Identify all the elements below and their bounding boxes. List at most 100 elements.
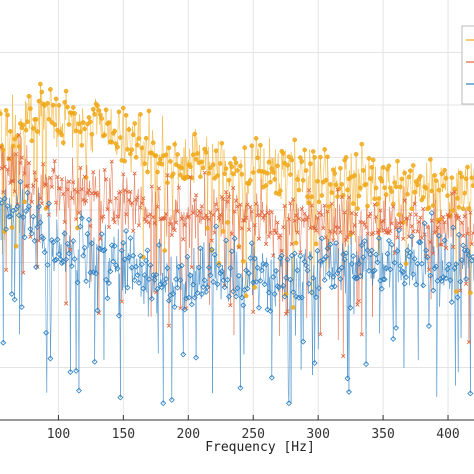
series-0-point (458, 171, 462, 175)
series-0-point (440, 172, 444, 176)
series-0-point (365, 204, 369, 208)
series-0-point (235, 168, 239, 172)
x-tick-label-6: 400 (436, 427, 459, 442)
series-0-point (374, 186, 378, 190)
x-tick-label-2: 200 (177, 427, 200, 442)
series-0-point (124, 113, 128, 117)
series-0-point (0, 112, 2, 116)
series-0-point (267, 160, 271, 164)
series-0-point (240, 172, 244, 176)
series-0-point (10, 226, 14, 230)
series-0-point (23, 200, 27, 204)
series-0-point (444, 176, 448, 180)
series-0-point (140, 146, 144, 150)
series-0-point (147, 109, 151, 113)
series-0-point (200, 160, 204, 164)
series-0-point (455, 196, 459, 200)
series-0-point (205, 226, 209, 230)
series-0-point (118, 135, 122, 139)
series-0-point (211, 163, 215, 167)
series-0-point (191, 153, 195, 157)
series-0-point (155, 170, 159, 174)
series-0-point (167, 146, 171, 150)
series-0-point (404, 262, 408, 266)
series-0-point (57, 103, 61, 107)
series-0-point (285, 163, 289, 167)
series-0-point (34, 117, 38, 121)
series-0-point (227, 178, 231, 182)
series-0-point (28, 107, 32, 111)
series-0-point (250, 144, 254, 148)
series-0-point (273, 177, 277, 181)
series-0-point (304, 168, 308, 172)
series-0-point (428, 157, 432, 161)
legend-box (462, 26, 474, 104)
series-0-point (100, 116, 104, 120)
series-0-point (297, 188, 301, 192)
series-0-point (288, 172, 292, 176)
series-0-point (410, 207, 414, 211)
series-0-point (308, 162, 312, 166)
series-0-point (357, 194, 361, 198)
series-0-point (98, 113, 102, 117)
series-0-point (80, 143, 84, 147)
series-0-point (431, 203, 435, 207)
series-0-point (340, 182, 344, 186)
series-0-point (61, 141, 65, 145)
series-0-point (130, 148, 134, 152)
series-0-point (77, 122, 81, 126)
series-0-point (305, 195, 309, 199)
series-0-point (467, 207, 471, 211)
series-0-point (165, 181, 169, 185)
series-0-point (264, 183, 268, 187)
series-0-point (430, 189, 434, 193)
x-tick-label-5: 350 (371, 427, 394, 442)
series-0-point (207, 171, 211, 175)
series-0-point (5, 113, 9, 117)
series-0-point (413, 190, 417, 194)
legend (462, 26, 474, 104)
series-0-point (381, 165, 385, 169)
series-0-point (344, 155, 348, 159)
series-0-point (195, 151, 199, 155)
series-0-point (204, 150, 208, 154)
x-axis-label: Frequency [Hz] (205, 440, 315, 455)
series-0-point (278, 189, 282, 193)
series-0-point (138, 112, 142, 116)
series-0-point (318, 155, 322, 159)
series-0-point (460, 175, 464, 179)
series-0-point (454, 289, 458, 293)
series-0-point (383, 186, 387, 190)
series-0-point (73, 111, 77, 115)
series-0-point (445, 194, 449, 198)
series-0-point (93, 112, 97, 116)
series-0-point (390, 189, 394, 193)
series-0-point (25, 120, 29, 124)
series-0-point (154, 154, 158, 158)
series-0-point (54, 97, 58, 101)
series-0-point (24, 128, 28, 132)
series-0-point (338, 166, 342, 170)
series-0-point (253, 285, 257, 289)
series-0-point (421, 195, 425, 199)
series-0-point (87, 115, 91, 119)
series-0-point (17, 144, 21, 148)
series-0-point (144, 136, 148, 140)
series-0-point (103, 133, 107, 137)
series-0-point (324, 178, 328, 182)
series-0-point (258, 143, 262, 147)
series-0-point (465, 165, 469, 169)
x-tick-label-1: 150 (112, 427, 135, 442)
series-0-point (464, 177, 468, 181)
series-0-point (405, 192, 409, 196)
series-0-point (134, 155, 138, 159)
series-0-point (361, 168, 365, 172)
series-0-point (311, 149, 315, 153)
series-0-point (67, 122, 71, 126)
series-0-point (88, 120, 92, 124)
series-0-point (201, 166, 205, 170)
series-0-point (131, 133, 135, 137)
series-0-point (143, 162, 147, 166)
series-0-point (145, 170, 149, 174)
series-0-point (451, 208, 455, 212)
